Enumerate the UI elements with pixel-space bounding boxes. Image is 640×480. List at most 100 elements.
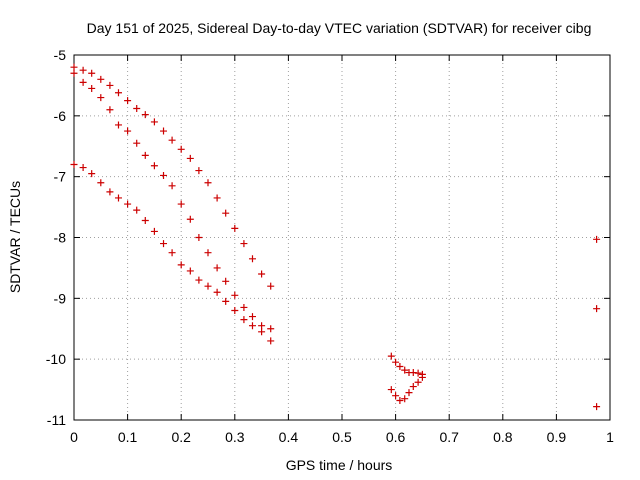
series-late-arc <box>387 352 426 405</box>
data-point <box>593 403 601 411</box>
x-tick-label: 1 <box>606 429 614 445</box>
data-point <box>177 145 185 153</box>
data-point <box>240 316 248 324</box>
x-tick-label: 0.1 <box>118 429 138 445</box>
data-point <box>409 383 417 391</box>
data-point <box>160 127 168 135</box>
data-point <box>70 63 78 71</box>
y-tick-label: -9 <box>54 290 67 306</box>
data-point <box>267 282 275 290</box>
data-point <box>387 352 395 360</box>
data-point <box>160 171 168 179</box>
data-point <box>240 240 248 248</box>
x-tick-label: 0.5 <box>332 429 352 445</box>
data-point <box>405 389 413 397</box>
data-point <box>124 127 132 135</box>
data-point <box>195 276 203 284</box>
data-point <box>392 392 400 400</box>
y-tick-label: -5 <box>54 47 67 63</box>
data-point <box>222 209 230 217</box>
x-tick-label: 0.3 <box>225 429 245 445</box>
data-point <box>70 161 78 168</box>
data-point <box>392 358 400 366</box>
data-point <box>222 297 230 305</box>
data-point <box>231 291 239 299</box>
data-point <box>124 97 132 105</box>
data-point <box>195 167 203 175</box>
x-tick-label: 0.4 <box>279 429 299 445</box>
x-axis-ticks: 0 0.1 0.2 0.3 0.4 0.5 0.6 0.7 0.8 0.9 1 <box>70 55 614 445</box>
data-point <box>133 105 141 113</box>
data-point <box>387 386 395 394</box>
data-point <box>396 362 404 370</box>
x-tick-label: 0.7 <box>439 429 459 445</box>
data-point <box>97 94 105 102</box>
data-point <box>97 179 105 187</box>
y-tick-label: -11 <box>47 412 66 428</box>
data-point <box>213 194 221 202</box>
data-point <box>150 162 158 170</box>
x-tick-label: 0.2 <box>171 429 191 445</box>
data-point <box>258 328 266 336</box>
data-point <box>401 395 409 403</box>
data-point <box>97 75 105 83</box>
data-point <box>418 373 426 381</box>
data-point <box>195 234 203 241</box>
data-point <box>204 179 212 187</box>
x-tick-label: 0.6 <box>386 429 406 445</box>
data-point <box>124 200 132 208</box>
data-point <box>114 194 122 202</box>
data-point <box>114 121 122 129</box>
y-tick-label: -7 <box>54 169 67 185</box>
x-tick-label: 0.8 <box>493 429 513 445</box>
data-point <box>177 261 185 269</box>
data-point <box>106 81 114 89</box>
y-tick-label: -6 <box>54 108 67 124</box>
data-point <box>267 325 275 333</box>
y-axis-ticks: -5 -6 -7 -8 -9 -10 -11 <box>46 47 610 428</box>
data-point <box>150 118 158 126</box>
data-point <box>231 307 239 314</box>
data-point <box>414 378 422 386</box>
data-point <box>240 303 248 311</box>
chart-title: Day 151 of 2025, Sidereal Day-to-day VTE… <box>87 20 592 36</box>
data-point <box>414 369 422 377</box>
data-point <box>114 89 122 97</box>
data-points <box>70 63 601 411</box>
data-point <box>133 139 141 147</box>
data-point <box>88 170 96 178</box>
data-point <box>150 227 158 235</box>
data-point <box>106 106 114 114</box>
data-point <box>267 337 275 345</box>
data-point <box>106 188 114 196</box>
data-point <box>168 182 176 190</box>
data-point <box>79 164 87 172</box>
series-end-points <box>593 235 601 411</box>
data-point <box>168 249 176 257</box>
x-axis-label: GPS time / hours <box>286 457 393 473</box>
data-point <box>258 322 266 330</box>
data-point <box>186 215 194 223</box>
data-point <box>213 288 221 296</box>
data-point <box>593 305 601 313</box>
data-point <box>248 313 256 321</box>
data-point <box>231 224 239 232</box>
series-third-track <box>70 161 275 345</box>
data-point <box>593 235 601 243</box>
y-tick-label: -8 <box>54 230 67 246</box>
data-point <box>141 216 149 224</box>
data-point <box>141 151 149 159</box>
data-point <box>88 84 96 92</box>
data-point <box>248 255 256 263</box>
data-point <box>177 200 185 208</box>
data-point <box>141 111 149 119</box>
data-point <box>186 154 194 162</box>
data-point <box>396 397 404 405</box>
data-point <box>401 366 409 374</box>
x-tick-label: 0.9 <box>547 429 567 445</box>
data-point <box>79 66 87 74</box>
y-axis-label: SDTVAR / TECUs <box>7 181 23 293</box>
data-point <box>186 267 194 275</box>
y-tick-label: -10 <box>46 351 66 367</box>
